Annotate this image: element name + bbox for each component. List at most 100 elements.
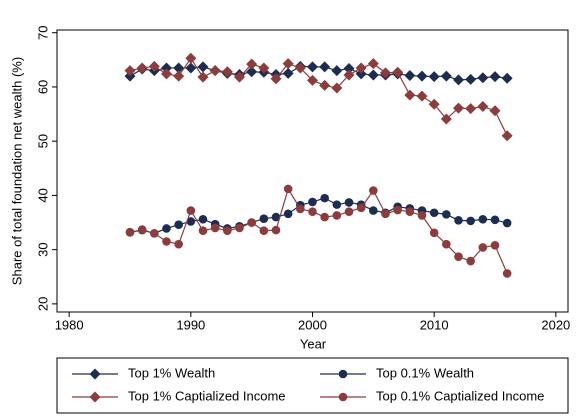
y-tick-label: 60 <box>35 80 50 94</box>
data-point <box>210 223 220 233</box>
data-point <box>319 61 331 73</box>
data-point <box>161 62 172 74</box>
data-point <box>150 229 159 238</box>
data-point <box>308 207 317 216</box>
data-point <box>137 225 147 234</box>
data-point <box>283 209 293 219</box>
x-tick-label: 1990 <box>176 317 205 332</box>
data-point <box>380 67 391 79</box>
data-point <box>417 211 427 220</box>
data-point <box>282 58 294 70</box>
data-point <box>186 217 196 226</box>
legend-marker <box>338 392 348 402</box>
data-point <box>489 71 501 83</box>
data-point <box>381 209 390 219</box>
data-point <box>355 62 367 74</box>
data-point <box>161 68 172 80</box>
series-line <box>129 57 508 137</box>
data-point <box>355 68 367 80</box>
data-point <box>282 67 294 79</box>
data-point <box>454 252 463 261</box>
legend-marker <box>89 368 101 380</box>
data-point <box>174 220 183 229</box>
legend-label: Top 0.1% Captialized Income <box>376 388 544 403</box>
data-point <box>125 227 135 237</box>
y-tick-label: 70 <box>35 25 50 39</box>
y-axis-label: Share of total foundation net wealth (%) <box>9 57 24 285</box>
data-point <box>148 60 160 72</box>
data-point <box>393 205 402 215</box>
data-point <box>477 72 489 84</box>
data-point <box>465 103 477 115</box>
data-point <box>319 79 331 91</box>
data-point <box>221 66 233 78</box>
data-point <box>173 62 185 74</box>
data-point <box>271 225 281 235</box>
data-point <box>162 237 171 246</box>
data-point <box>501 130 513 142</box>
data-point <box>136 62 148 74</box>
y-tick-label: 30 <box>35 242 50 256</box>
data-point <box>296 204 305 214</box>
data-point <box>331 65 343 77</box>
data-point <box>185 52 197 64</box>
x-axis-label: Year <box>300 336 327 351</box>
data-point <box>490 215 500 225</box>
data-point <box>258 62 270 74</box>
legend-label: Top 0.1% Wealth <box>376 365 474 380</box>
y-tick-label: 40 <box>35 188 50 202</box>
data-point <box>502 218 512 228</box>
series-line <box>129 197 508 234</box>
y-tick-label: 50 <box>35 134 50 148</box>
data-point <box>235 223 244 233</box>
data-point <box>270 73 282 85</box>
data-point <box>343 63 355 75</box>
legend-label: Top 1% Wealth <box>128 365 215 380</box>
data-point <box>246 58 258 70</box>
data-point <box>501 72 513 84</box>
data-point <box>367 58 379 70</box>
data-point <box>271 212 281 222</box>
data-point <box>173 70 185 82</box>
data-point <box>344 198 354 207</box>
data-point <box>259 226 269 235</box>
data-point <box>174 239 183 249</box>
data-point <box>478 243 488 252</box>
data-point <box>307 61 318 73</box>
data-point <box>453 102 464 114</box>
data-point <box>416 90 428 102</box>
data-point <box>367 69 379 81</box>
legend-label: Top 1% Captialized Income <box>128 388 286 403</box>
data-point <box>283 184 293 194</box>
data-point <box>429 228 439 238</box>
data-point <box>369 206 378 215</box>
data-point <box>489 105 501 117</box>
x-tick-label: 1980 <box>55 317 84 332</box>
x-tick-label: 2020 <box>541 317 570 332</box>
data-point <box>332 211 342 220</box>
data-point <box>332 200 342 209</box>
data-point <box>209 65 221 77</box>
data-point <box>369 186 378 195</box>
data-point <box>259 214 269 224</box>
data-point <box>198 214 208 224</box>
data-point <box>343 69 355 81</box>
data-point <box>331 82 343 94</box>
data-point <box>404 70 416 82</box>
data-point <box>454 216 463 225</box>
x-tick-label: 2000 <box>298 317 327 332</box>
x-tick-label: 2010 <box>420 317 449 332</box>
series-line <box>129 187 508 274</box>
data-point <box>477 100 489 112</box>
data-point <box>185 62 197 74</box>
data-point <box>466 216 475 226</box>
data-point <box>442 239 451 249</box>
y-tick-label: 20 <box>35 297 50 311</box>
data-point <box>404 89 416 101</box>
data-point <box>124 65 136 77</box>
data-point <box>308 197 317 207</box>
data-point <box>466 256 475 266</box>
data-point <box>440 70 452 82</box>
data-point <box>162 224 171 233</box>
